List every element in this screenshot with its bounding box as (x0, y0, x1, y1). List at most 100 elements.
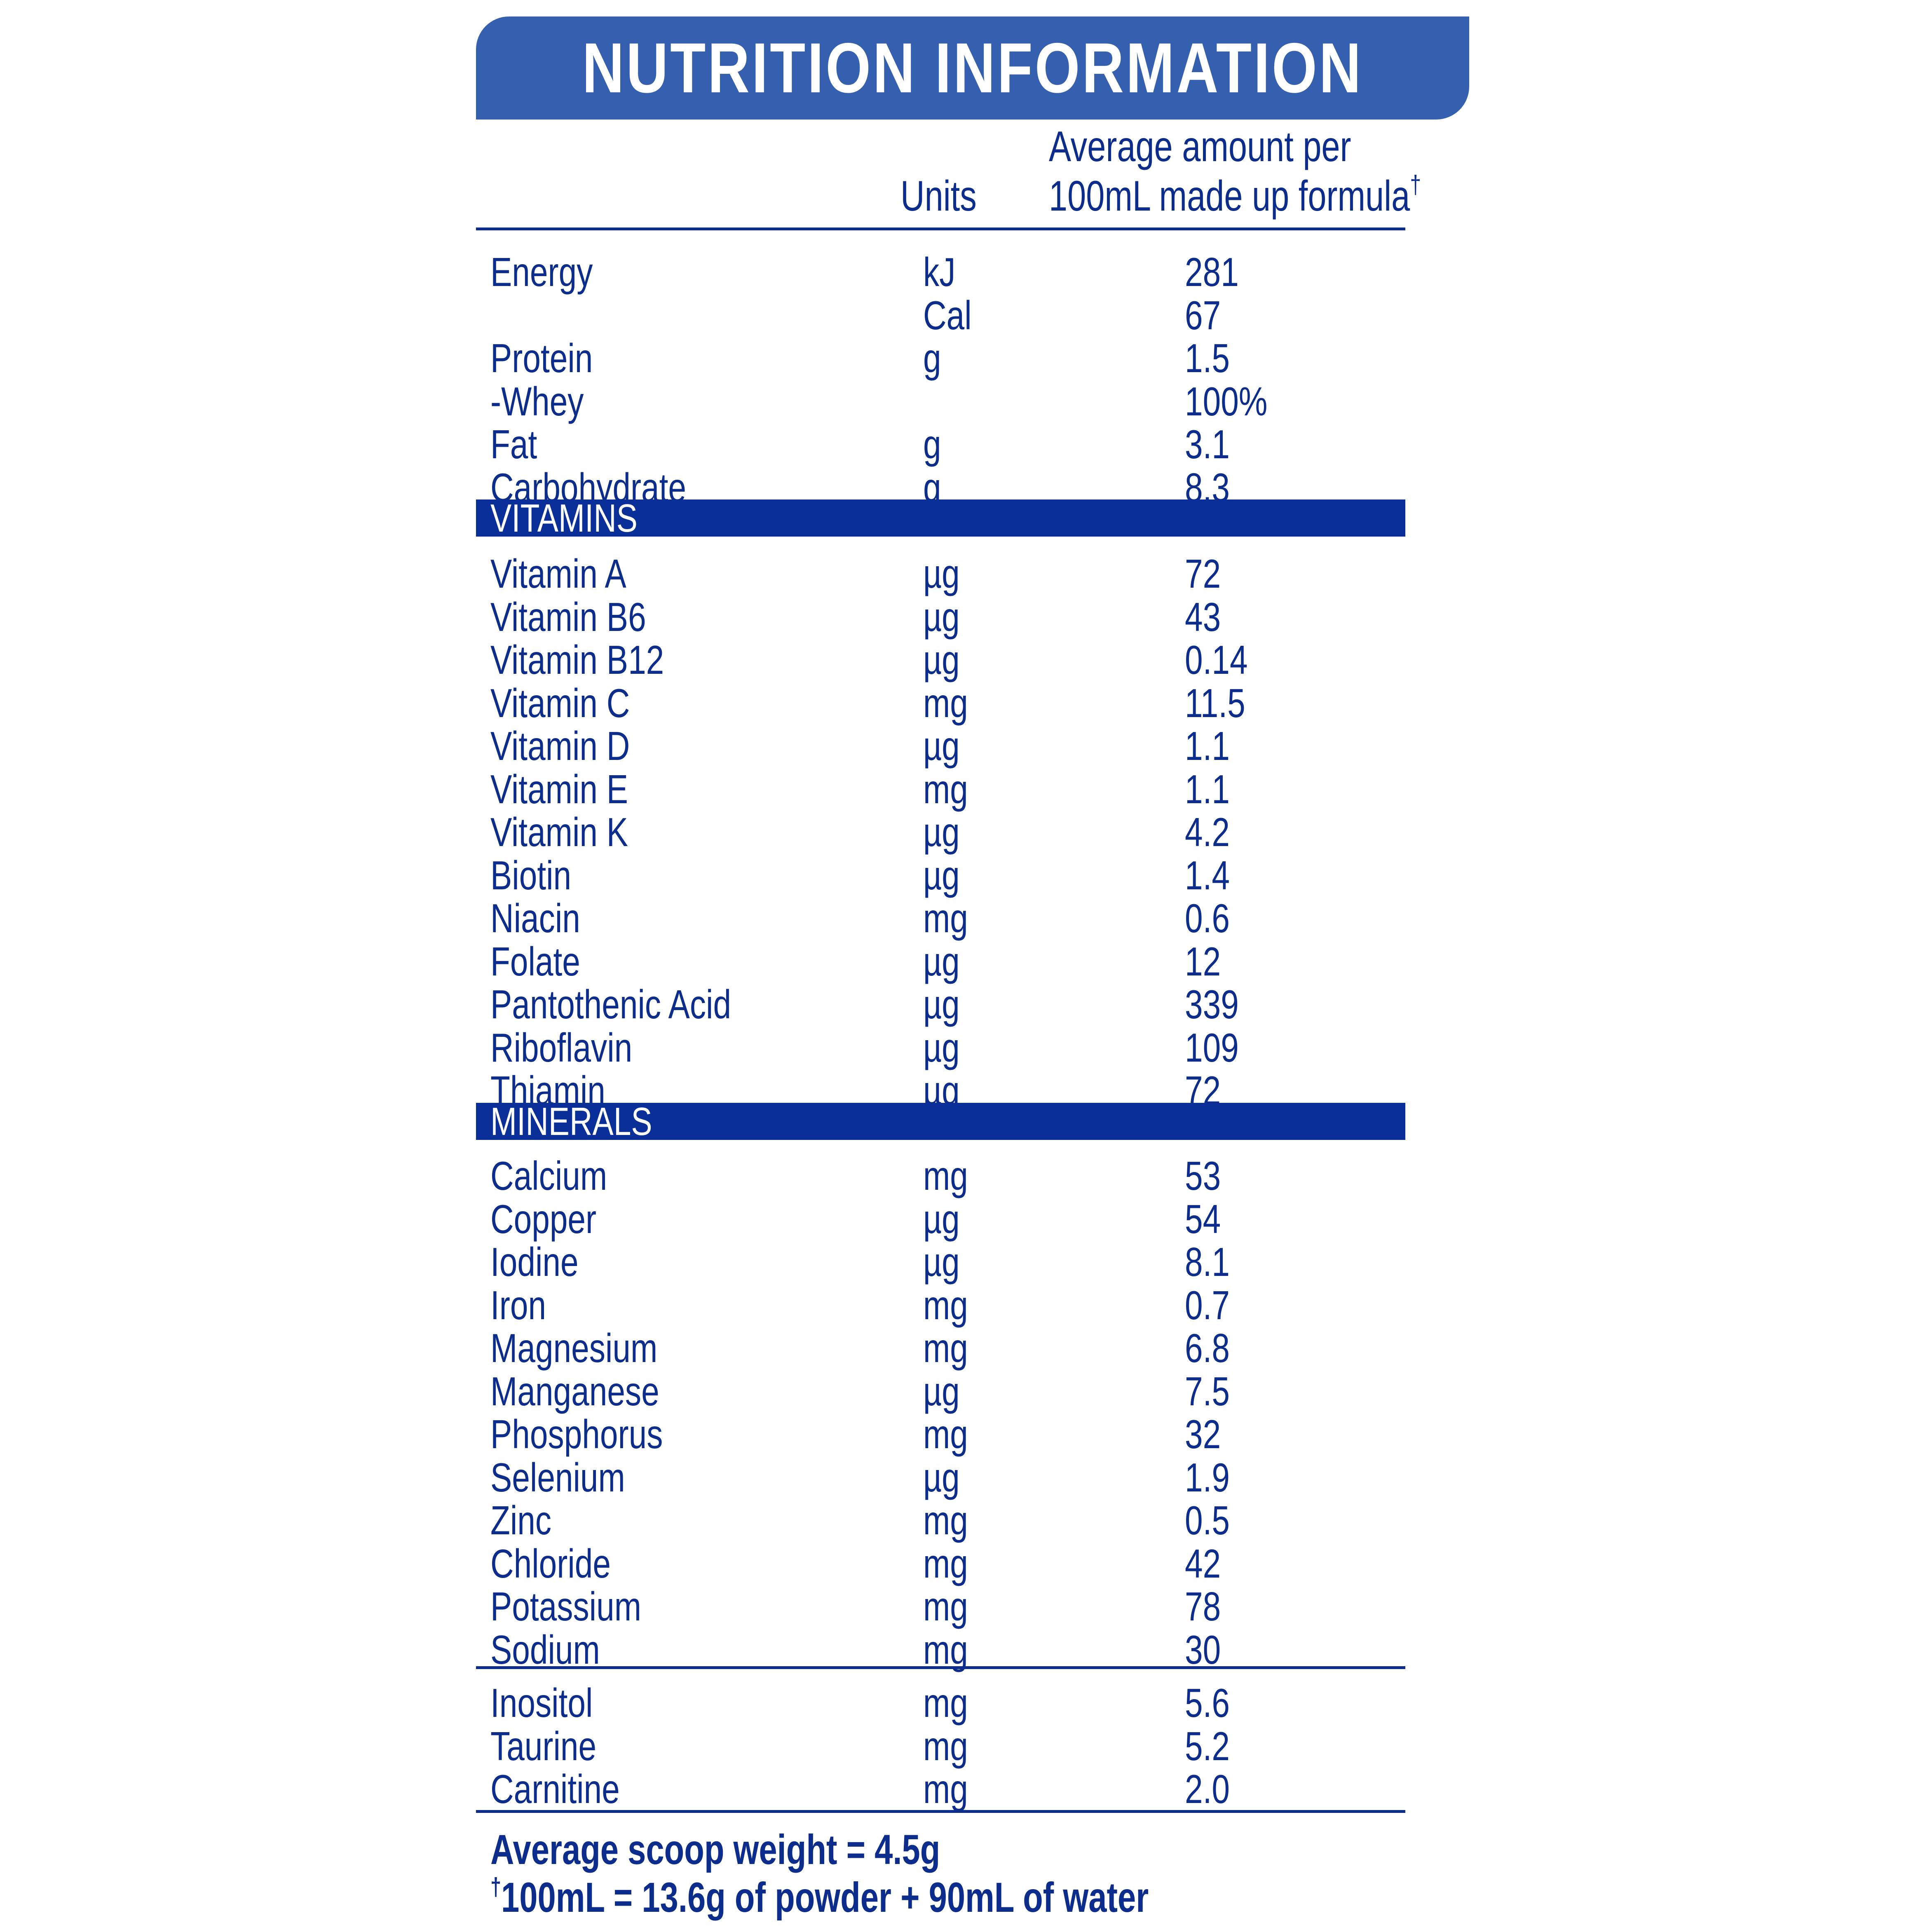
nutrient-unit: mg (923, 1723, 968, 1769)
nutrient-name: Vitamin A (490, 551, 626, 596)
nutrient-value: 281 (1185, 249, 1239, 295)
nutrient-unit: mg (923, 766, 968, 812)
preparation-note: †100mL = 13.6g of powder + 90mL of water (490, 1873, 1149, 1921)
table-row: Vitamin D µg 1.1 (476, 723, 1405, 769)
nutrient-name: Iodine (490, 1239, 579, 1285)
table-row: -Whey 100% (476, 378, 1405, 424)
nutrient-name: Protein (490, 335, 593, 381)
nutrient-value: 67 (1185, 292, 1221, 338)
nutrient-unit: µg (923, 637, 960, 682)
amount-header-line2-text: 100mL made up formula (1049, 172, 1410, 220)
table-row: Potassium mg 78 (476, 1584, 1405, 1629)
nutrient-value: 0.7 (1185, 1282, 1230, 1328)
nutrient-name: Fat (490, 422, 537, 467)
nutrient-value: 78 (1185, 1584, 1221, 1629)
nutrient-unit: mg (923, 896, 968, 941)
table-row: Protein g 1.5 (476, 335, 1405, 381)
nutrient-unit: mg (923, 1540, 968, 1586)
nutrient-unit: µg (923, 1025, 960, 1070)
dagger-mark: † (490, 1873, 502, 1901)
nutrient-value: 12 (1185, 938, 1221, 984)
nutrient-unit: µg (923, 1239, 960, 1285)
nutrient-name: Magnesium (490, 1325, 658, 1371)
nutrient-value: 30 (1185, 1627, 1221, 1672)
nutrient-unit: µg (923, 809, 960, 855)
nutrient-value: 42 (1185, 1540, 1221, 1586)
table-row: Energy kJ 281 (476, 249, 1405, 295)
nutrient-value: 32 (1185, 1411, 1221, 1457)
nutrient-unit: µg (923, 982, 960, 1027)
nutrient-unit: Cal (923, 292, 972, 338)
table-row: Cal 67 (476, 292, 1405, 338)
nutrient-unit: µg (923, 1196, 960, 1242)
nutrient-value: 109 (1185, 1025, 1239, 1070)
nutrient-name: Selenium (490, 1454, 625, 1500)
nutrient-name: Vitamin D (490, 723, 630, 769)
nutrient-name: Biotin (490, 852, 572, 898)
nutrient-value: 1.1 (1185, 766, 1230, 812)
nutrient-name: Taurine (490, 1723, 597, 1769)
table-row: Manganese µg 7.5 (476, 1368, 1405, 1414)
nutrient-name: Vitamin C (490, 680, 630, 726)
table-row: Taurine mg 5.2 (476, 1723, 1405, 1769)
vitamins-label: VITAMINS (490, 496, 638, 540)
table-row: Vitamin B12 µg 0.14 (476, 637, 1405, 682)
nutrient-value: 0.6 (1185, 896, 1230, 941)
nutrient-value: 0.14 (1185, 637, 1248, 682)
nutrient-unit: mg (923, 680, 968, 726)
nutrient-value: 53 (1185, 1153, 1221, 1198)
nutrient-value: 6.8 (1185, 1325, 1230, 1371)
nutrient-value: 4.2 (1185, 809, 1230, 855)
table-row: Biotin µg 1.4 (476, 852, 1405, 898)
nutrient-unit: mg (923, 1282, 968, 1328)
nutrient-value: 1.1 (1185, 723, 1230, 769)
nutrient-unit: mg (923, 1325, 968, 1371)
table-row: Chloride mg 42 (476, 1540, 1405, 1586)
nutrient-name: Phosphorus (490, 1411, 663, 1457)
table-row: Phosphorus mg 32 (476, 1411, 1405, 1457)
amount-header-line1: Average amount per (1049, 123, 1351, 171)
table-row: Pantothenic Acid µg 339 (476, 982, 1405, 1027)
table-row: Copper µg 54 (476, 1196, 1405, 1242)
table-row: Iron mg 0.7 (476, 1282, 1405, 1328)
nutrient-name: Energy (490, 249, 593, 295)
nutrient-name: Carnitine (490, 1766, 620, 1812)
nutrient-name: Vitamin K (490, 809, 628, 855)
nutrient-unit: mg (923, 1153, 968, 1198)
nutrient-name: Copper (490, 1196, 597, 1242)
amount-header-line2: 100mL made up formula† (1049, 171, 1421, 221)
nutrient-name: Manganese (490, 1368, 659, 1414)
nutrient-unit: mg (923, 1584, 968, 1629)
nutrient-unit: mg (923, 1411, 968, 1457)
nutrient-value: 1.5 (1185, 335, 1230, 381)
nutrient-value: 43 (1185, 594, 1221, 640)
nutrient-name: Vitamin B6 (490, 594, 646, 640)
nutrient-value: 1.9 (1185, 1454, 1230, 1500)
nutrient-name: Zinc (490, 1498, 552, 1543)
nutrient-name: Calcium (490, 1153, 607, 1198)
title-bar: NUTRITION INFORMATION (476, 16, 1469, 120)
table-row: Inositol mg 5.6 (476, 1680, 1405, 1726)
scoop-weight-note: Average scoop weight = 4.5g (490, 1826, 940, 1873)
nutrient-value: 2.0 (1185, 1766, 1230, 1812)
minerals-label: MINERALS (490, 1100, 652, 1144)
nutrient-name: Pantothenic Acid (490, 982, 732, 1027)
table-row: Iodine µg 8.1 (476, 1239, 1405, 1285)
nutrient-unit: µg (923, 594, 960, 640)
units-header: Units (900, 172, 977, 220)
nutrient-name: Vitamin B12 (490, 637, 664, 682)
nutrient-unit: g (923, 422, 941, 467)
nutrient-name: -Whey (490, 378, 584, 424)
nutrition-panel: NUTRITION INFORMATION Units Average amou… (476, 16, 1469, 1921)
nutrient-unit: mg (923, 1627, 968, 1672)
table-row: Niacin mg 0.6 (476, 896, 1405, 941)
minerals-section-header: MINERALS (476, 1100, 1405, 1144)
nutrient-value: 7.5 (1185, 1368, 1230, 1414)
nutrient-value: 3.1 (1185, 422, 1230, 467)
table-row: Carnitine mg 2.0 (476, 1766, 1405, 1812)
nutrient-unit: µg (923, 723, 960, 769)
nutrient-value: 5.2 (1185, 1723, 1230, 1769)
table-row: Vitamin E mg 1.1 (476, 766, 1405, 812)
table-row: Vitamin A µg 72 (476, 551, 1405, 596)
vitamins-section-header: VITAMINS (476, 496, 1405, 540)
